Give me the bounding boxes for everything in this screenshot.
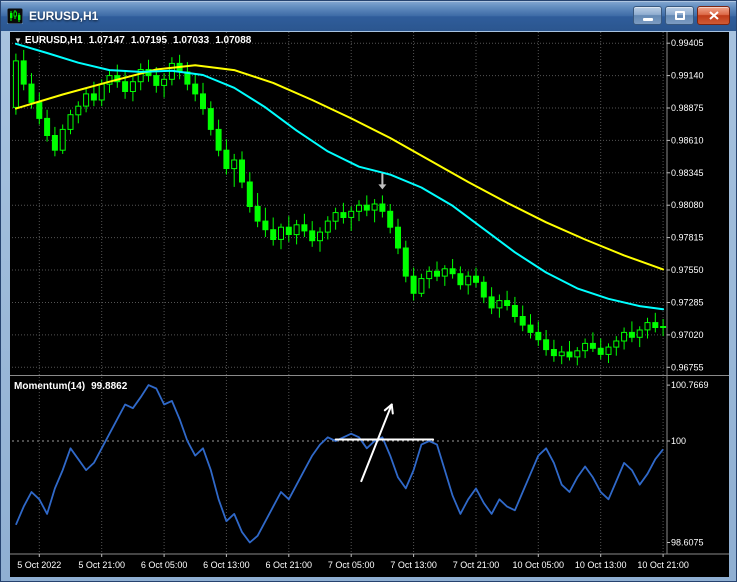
momentum-axis-label: 100 bbox=[671, 436, 686, 446]
minimize-button[interactable] bbox=[633, 6, 662, 25]
ohlc-info-line: ▼ EURUSD,H1 1.07147 1.07195 1.07033 1.07088 bbox=[14, 35, 257, 46]
time-axis-label: 6 Oct 21:00 bbox=[266, 560, 313, 570]
drawn-trend-arrow bbox=[360, 403, 393, 483]
maximize-button[interactable] bbox=[665, 6, 694, 25]
chart-annotations[interactable] bbox=[334, 173, 435, 483]
price-axis-label: 0.99140 bbox=[671, 71, 704, 81]
symbol-period-label: EURUSD,H1 bbox=[24, 35, 83, 46]
ma-slow-line bbox=[14, 64, 665, 271]
momentum-current-value: 99.8862 bbox=[91, 381, 128, 392]
collapse-caret-icon[interactable]: ▼ bbox=[14, 36, 22, 45]
price-axis-label: 0.97020 bbox=[671, 330, 704, 340]
down-arrow-head-icon bbox=[378, 184, 387, 190]
time-axis-label: 10 Oct 21:00 bbox=[637, 560, 689, 570]
ma-fast-line bbox=[14, 42, 665, 311]
window-title: EURUSD,H1 bbox=[29, 9, 99, 23]
chart-grid bbox=[12, 32, 667, 554]
price-axis-label: 0.97285 bbox=[671, 298, 704, 308]
price-axis-label: 0.98345 bbox=[671, 168, 704, 178]
close-value: 1.07088 bbox=[215, 35, 252, 46]
momentum-line bbox=[15, 384, 664, 544]
close-icon bbox=[708, 11, 719, 20]
close-button[interactable] bbox=[697, 6, 730, 25]
price-axis-label: 0.98610 bbox=[671, 135, 704, 145]
momentum-axis-label: 98.6075 bbox=[671, 538, 704, 548]
time-axis-label: 7 Oct 13:00 bbox=[390, 560, 437, 570]
candlesticks bbox=[12, 49, 667, 366]
price-chart-canvas[interactable]: 0.99405 0.99140 0.98875 0.98610 0.98345 0.980… bbox=[10, 32, 729, 577]
price-axis-label: 0.96755 bbox=[671, 362, 704, 372]
price-axis-label: 0.99405 bbox=[671, 38, 704, 48]
window-controls bbox=[633, 6, 730, 25]
momentum-indicator-label: Momentum(14) 99.8862 bbox=[14, 381, 133, 392]
maximize-icon bbox=[674, 11, 685, 20]
chart-window-icon bbox=[7, 8, 23, 24]
open-value: 1.07147 bbox=[88, 35, 125, 46]
time-axis-label: 7 Oct 05:00 bbox=[328, 560, 375, 570]
time-axis-label: 5 Oct 2022 bbox=[17, 560, 61, 570]
time-axis-label: 5 Oct 21:00 bbox=[78, 560, 125, 570]
time-axis-label: 7 Oct 21:00 bbox=[453, 560, 500, 570]
time-axis[interactable]: 5 Oct 2022 5 Oct 21:00 6 Oct 05:00 6 Oct 13… bbox=[17, 554, 689, 570]
price-axis-label: 0.97815 bbox=[671, 233, 704, 243]
momentum-name: Momentum(14) bbox=[14, 381, 86, 392]
price-axis-label: 0.98875 bbox=[671, 103, 704, 113]
time-axis-label: 10 Oct 05:00 bbox=[513, 560, 565, 570]
chart-area[interactable]: 0.99405 0.99140 0.98875 0.98610 0.98345 0.980… bbox=[10, 32, 729, 577]
time-axis-label: 6 Oct 13:00 bbox=[203, 560, 250, 570]
price-axis-label: 0.98080 bbox=[671, 200, 704, 210]
price-axis-label: 0.97550 bbox=[671, 265, 704, 275]
minimize-icon bbox=[642, 18, 653, 21]
window-titlebar[interactable]: EURUSD,H1 bbox=[1, 1, 736, 31]
momentum-axis-label: 100.7669 bbox=[671, 380, 709, 390]
low-value: 1.07033 bbox=[173, 35, 210, 46]
time-axis-label: 10 Oct 13:00 bbox=[575, 560, 627, 570]
price-axis[interactable]: 0.99405 0.99140 0.98875 0.98610 0.98345 0.980… bbox=[667, 38, 709, 548]
high-value: 1.07195 bbox=[130, 35, 168, 46]
time-axis-label: 6 Oct 05:00 bbox=[141, 560, 188, 570]
